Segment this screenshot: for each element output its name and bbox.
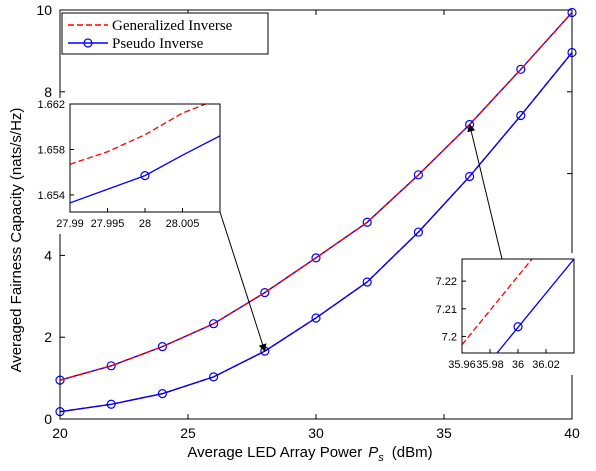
legend-marker-pseudo — [83, 38, 93, 48]
legend-label-pseudo: Pseudo Inverse — [112, 36, 204, 52]
inset-line-0 — [462, 259, 533, 346]
inset-x-tick-label: 28.005 — [166, 218, 200, 230]
data-point — [106, 361, 116, 371]
data-point — [362, 277, 372, 287]
x-axis-label-text: Average LED Array Power — [187, 444, 362, 461]
x-tick-label: 20 — [52, 425, 68, 441]
inset-data-point — [513, 322, 523, 332]
y-tick-label: 4 — [44, 247, 52, 263]
data-point — [106, 399, 116, 409]
inset-x-tick-label: 36 — [512, 359, 524, 371]
inset-plot — [70, 104, 220, 204]
inset-arrow — [219, 211, 267, 353]
x-axis-label-subscript: s — [378, 452, 384, 464]
inset-y-tick-label: 1.654 — [37, 190, 65, 202]
data-point — [516, 64, 526, 74]
x-tick-label: 40 — [564, 425, 580, 441]
x-tick-label: 25 — [180, 425, 196, 441]
inset-x-tick-label: 35.96 — [448, 359, 476, 371]
inset-arrow — [467, 123, 503, 260]
y-tick-label: 2 — [44, 329, 52, 345]
data-point — [516, 110, 526, 121]
series-line-3 — [59, 11, 573, 381]
inset-x-tick-label: 35.98 — [476, 359, 504, 371]
inset-x-tick-label: 27.995 — [91, 218, 125, 230]
data-point — [157, 389, 167, 399]
x-axis-label-unit: (dBm) — [392, 444, 433, 461]
legend-box — [61, 12, 269, 55]
inset-y-tick-label: 1.662 — [37, 99, 65, 111]
y-tick-label: 10 — [36, 2, 52, 18]
data-point — [413, 170, 423, 180]
inset-2: 35.96 35.98 36 36.02 7.2 7.21 7.22 — [416, 123, 580, 375]
plot-area — [55, 7, 577, 417]
inset-data-point — [140, 171, 150, 181]
y-axis-label: Averaged Fairness Capacity (nats/s/Hz) — [8, 108, 25, 373]
inset-x-tick-label: 28 — [139, 218, 151, 230]
x-axis-label: Average LED Array Power Ps (dBm) — [187, 444, 432, 464]
y-tick-label: 8 — [44, 84, 52, 100]
data-point — [362, 217, 372, 227]
inset-y-tick-label: 7.22 — [436, 276, 457, 288]
inset-1: 27.99 27.995 28 28.005 1.654 1.658 1.662 — [24, 98, 267, 353]
inset-x-tick-label: 36.02 — [532, 359, 560, 371]
y-tick-label: 0 — [44, 411, 52, 427]
data-point — [209, 372, 219, 382]
inset-y-tick-label: 7.21 — [436, 304, 457, 316]
x-tick-label: 35 — [436, 425, 452, 441]
inset-background — [24, 98, 226, 234]
data-point — [311, 253, 321, 263]
legend-label-generalized: Generalized Inverse — [112, 18, 233, 34]
data-point — [260, 288, 270, 298]
legend: Generalized Inverse Pseudo Inverse — [61, 12, 269, 55]
data-point — [157, 342, 167, 352]
x-tick-label: 30 — [308, 425, 324, 441]
x-axis-label-symbol: P — [368, 444, 378, 461]
inset-y-tick-label: 7.2 — [442, 331, 457, 343]
inset-y-tick-label: 1.658 — [37, 144, 65, 156]
series-line-1 — [59, 52, 573, 413]
inset-x-tick-label: 27.99 — [56, 218, 84, 230]
data-point — [209, 319, 219, 329]
inset-line-1 — [70, 135, 220, 204]
inset-background — [416, 253, 580, 375]
data-point — [413, 227, 423, 237]
inset-plot — [462, 259, 574, 353]
data-point — [311, 313, 321, 323]
inset-line-1 — [496, 259, 574, 353]
data-point — [465, 171, 475, 182]
inset-line-0 — [70, 104, 208, 165]
